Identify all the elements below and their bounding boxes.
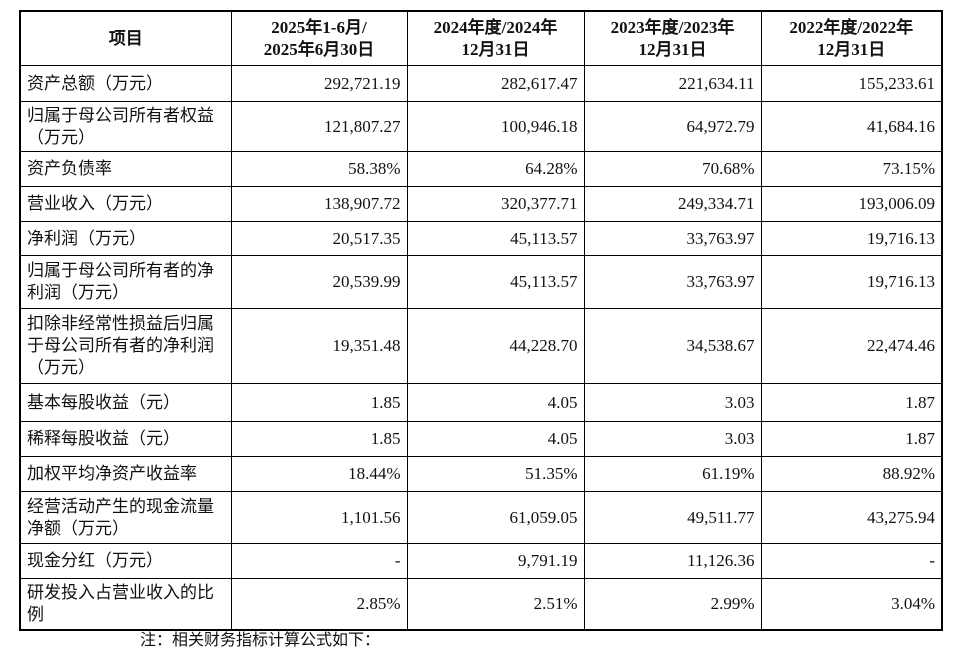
- table-row: 归属于母公司所有者权益（万元） 121,807.27 100,946.18 64,97…: [19, 101, 943, 152]
- value-cell: 43,275.94: [760, 491, 943, 544]
- value-cell: 33,763.97: [583, 255, 762, 309]
- value-cell: 282,617.47: [406, 65, 585, 102]
- row-label: 归属于母公司所有者权益（万元）: [19, 101, 232, 152]
- value-cell: 61.19%: [583, 456, 762, 492]
- row-label: 扣除非经常性损益后归属于母公司所有者的净利润（万元）: [19, 308, 232, 384]
- value-cell: 64,972.79: [583, 101, 762, 152]
- header-cell: 2023年度/2023年 12月31日: [583, 10, 762, 66]
- value-cell: 138,907.72: [230, 186, 408, 222]
- value-cell: 193,006.09: [760, 186, 943, 222]
- table-row: 资产负债率 58.38% 64.28% 70.68% 73.15%: [19, 151, 943, 187]
- table-row: 加权平均净资产收益率 18.44% 51.35% 61.19% 88.92%: [19, 456, 943, 492]
- table-row: 扣除非经常性损益后归属于母公司所有者的净利润（万元） 19,351.48 44,22…: [19, 308, 943, 384]
- value-cell: 73.15%: [760, 151, 943, 187]
- value-cell: 320,377.71: [406, 186, 585, 222]
- value-cell: 2.51%: [406, 578, 585, 630]
- value-cell: 221,634.11: [583, 65, 762, 102]
- table-row: 经营活动产生的现金流量净额（万元） 1,101.56 61,059.05 49,511…: [19, 491, 943, 544]
- value-cell: 11,126.36: [583, 543, 762, 579]
- value-cell: 1.85: [230, 383, 408, 422]
- value-cell: 3.03: [583, 383, 762, 422]
- table-row: 营业收入（万元） 138,907.72 320,377.71 249,334.71 19…: [19, 186, 943, 222]
- row-label: 研发投入占营业收入的比例: [19, 578, 232, 630]
- value-cell: 3.03: [583, 421, 762, 457]
- table-row: 研发投入占营业收入的比例 2.85% 2.51% 2.99% 3.04%: [19, 578, 943, 630]
- value-cell: 155,233.61: [760, 65, 943, 102]
- table-row: 资产总额（万元） 292,721.19 282,617.47 221,634.11 15…: [19, 65, 943, 102]
- row-label: 资产总额（万元）: [19, 65, 232, 102]
- table-row: 基本每股收益（元） 1.85 4.05 3.03 1.87: [19, 383, 943, 422]
- header-cell: 2025年1-6月/ 2025年6月30日: [230, 10, 408, 66]
- value-cell: 9,791.19: [406, 543, 585, 579]
- value-cell: 4.05: [406, 421, 585, 457]
- value-cell: 88.92%: [760, 456, 943, 492]
- value-cell: 4.05: [406, 383, 585, 422]
- value-cell: 2.85%: [230, 578, 408, 630]
- value-cell: 45,113.57: [406, 255, 585, 309]
- value-cell: 64.28%: [406, 151, 585, 187]
- value-cell: 121,807.27: [230, 101, 408, 152]
- value-cell: 58.38%: [230, 151, 408, 187]
- value-cell: 19,716.13: [760, 221, 943, 256]
- value-cell: 292,721.19: [230, 65, 408, 102]
- value-cell: 249,334.71: [583, 186, 762, 222]
- value-cell: 19,716.13: [760, 255, 943, 309]
- value-cell: -: [230, 543, 408, 579]
- financial-table: 项目 2025年1-6月/ 2025年6月30日 2024年度/2024年 12…: [19, 10, 943, 631]
- value-cell: 44,228.70: [406, 308, 585, 384]
- row-label: 稀释每股收益（元）: [19, 421, 232, 457]
- header-row: 项目 2025年1-6月/ 2025年6月30日 2024年度/2024年 12…: [19, 10, 943, 66]
- header-cell: 项目: [19, 10, 232, 66]
- value-cell: -: [760, 543, 943, 579]
- row-label: 基本每股收益（元）: [19, 383, 232, 422]
- row-label: 资产负债率: [19, 151, 232, 187]
- value-cell: 70.68%: [583, 151, 762, 187]
- value-cell: 22,474.46: [760, 308, 943, 384]
- value-cell: 1.85: [230, 421, 408, 457]
- value-cell: 2.99%: [583, 578, 762, 630]
- value-cell: 61,059.05: [406, 491, 585, 544]
- row-label: 经营活动产生的现金流量净额（万元）: [19, 491, 232, 544]
- value-cell: 49,511.77: [583, 491, 762, 544]
- table-row: 归属于母公司所有者的净利润（万元） 20,539.99 45,113.57 33,76…: [19, 255, 943, 309]
- value-cell: 3.04%: [760, 578, 943, 630]
- value-cell: 1,101.56: [230, 491, 408, 544]
- row-label: 营业收入（万元）: [19, 186, 232, 222]
- value-cell: 45,113.57: [406, 221, 585, 256]
- value-cell: 1.87: [760, 421, 943, 457]
- value-cell: 18.44%: [230, 456, 408, 492]
- value-cell: 41,684.16: [760, 101, 943, 152]
- value-cell: 1.87: [760, 383, 943, 422]
- value-cell: 100,946.18: [406, 101, 585, 152]
- value-cell: 34,538.67: [583, 308, 762, 384]
- table-row: 稀释每股收益（元） 1.85 4.05 3.03 1.87: [19, 421, 943, 457]
- footnote: 注：相关财务指标计算公式如下：: [140, 632, 381, 649]
- table-row: 净利润（万元） 20,517.35 45,113.57 33,763.97 19,716…: [19, 221, 943, 256]
- row-label: 现金分红（万元）: [19, 543, 232, 579]
- value-cell: 19,351.48: [230, 308, 408, 384]
- row-label: 加权平均净资产收益率: [19, 456, 232, 492]
- row-label: 归属于母公司所有者的净利润（万元）: [19, 255, 232, 309]
- row-label: 净利润（万元）: [19, 221, 232, 256]
- value-cell: 51.35%: [406, 456, 585, 492]
- value-cell: 20,517.35: [230, 221, 408, 256]
- header-cell: 2024年度/2024年 12月31日: [406, 10, 585, 66]
- value-cell: 33,763.97: [583, 221, 762, 256]
- table-row: 现金分红（万元） -9,791.19 11,126.36-: [19, 543, 943, 579]
- value-cell: 20,539.99: [230, 255, 408, 309]
- header-cell: 2022年度/2022年 12月31日: [760, 10, 943, 66]
